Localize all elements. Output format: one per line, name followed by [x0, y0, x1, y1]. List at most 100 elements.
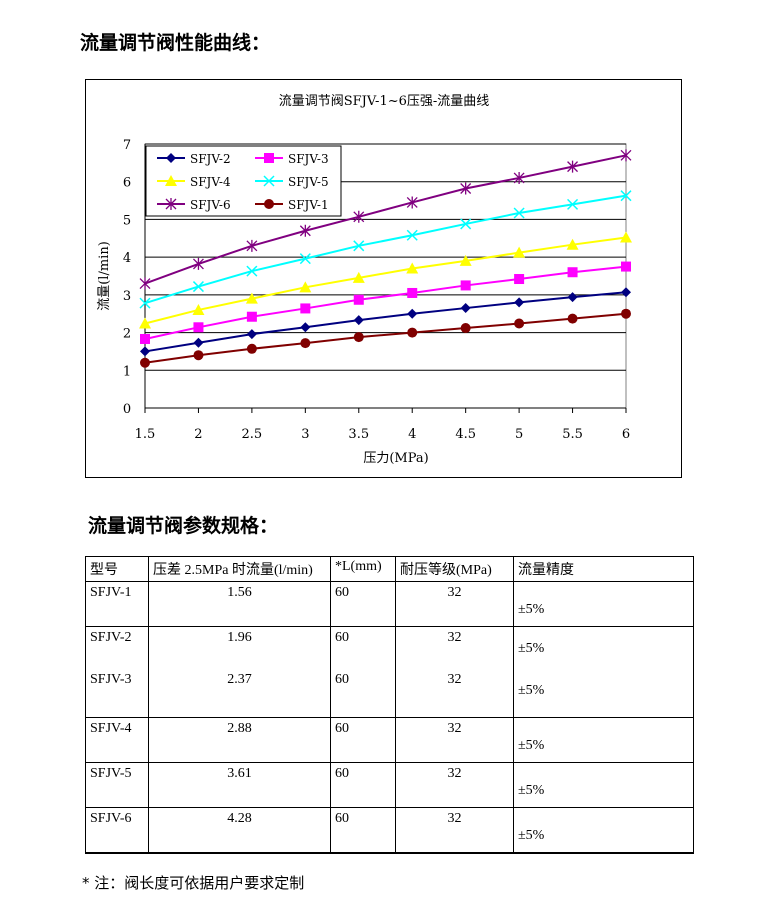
y-tick-label: 5: [123, 213, 131, 228]
series-line-SFJV-3: [144, 265, 627, 340]
spec-section: 型号 压差 2.5MPa 时流量(l/min) *L(mm) 耐压等级(MPa)…: [82, 556, 694, 893]
data-point: [406, 229, 418, 241]
legend-label: SFJV-6: [190, 198, 231, 212]
table-row: SFJV-5 3.61 60 32 ±5%: [85, 762, 694, 808]
cell-accuracy: ±5%: [518, 683, 545, 698]
data-point: [460, 218, 472, 230]
data-point: [192, 281, 204, 293]
data-point: [299, 224, 311, 237]
data-point: [513, 246, 526, 258]
data-point: [299, 253, 311, 265]
cell-model: SFJV-2: [90, 630, 132, 645]
cell-pressure: 32: [447, 672, 462, 687]
cell-pressure: 32: [395, 807, 514, 853]
data-point: [246, 343, 257, 354]
data-point: [263, 175, 275, 187]
cell-flow: 4.28: [148, 807, 331, 853]
data-point: [139, 277, 151, 290]
cell-flow: 2.37: [227, 672, 252, 687]
x-tick-label: 3.5: [348, 427, 369, 442]
legend-label: SFJV-5: [288, 175, 329, 189]
cell-length: 60: [330, 717, 396, 763]
data-point: [193, 322, 204, 333]
cell-pressure: 32: [395, 717, 514, 763]
data-point: [621, 308, 631, 319]
data-point: [246, 311, 257, 322]
table-row: SFJV-2 SFJV-3 1.96 2.37 60 60 32 32 ±5% ±5%: [85, 626, 694, 718]
cell-pressure: 32: [395, 762, 514, 808]
y-axis-label: 流量(l/min): [97, 241, 112, 311]
data-point: [140, 346, 150, 357]
flow-chart: 0 1 2 3 4 5 6 7 1.5 2 2.5 3 3.5 4 4.5 5 5.5 6 流量调节阀SFJV-1~…: [85, 79, 682, 478]
series-line-SFJV-1: [144, 312, 627, 364]
header-accuracy: 流量精度: [513, 556, 694, 582]
cell-accuracy: ±5%: [513, 581, 694, 627]
data-point: [460, 303, 471, 314]
table-header-row: 型号 压差 2.5MPa 时流量(l/min) *L(mm) 耐压等级(MPa)…: [85, 556, 694, 582]
data-point: [514, 297, 525, 308]
data-point: [299, 281, 312, 293]
legend-label: SFJV-3: [288, 152, 329, 166]
legend-label: SFJV-2: [190, 152, 231, 166]
section-title-spec: 流量调节阀参数规格：: [88, 515, 279, 537]
x-tick-label: 4.5: [455, 427, 476, 442]
x-tick-label: 3: [301, 427, 309, 442]
data-point: [460, 323, 471, 334]
series-line-SFJV-5: [144, 194, 627, 305]
data-point: [353, 240, 365, 252]
data-point: [300, 338, 311, 349]
x-tick-label: 5: [515, 427, 523, 442]
data-point: [514, 318, 525, 329]
data-point: [407, 287, 418, 298]
data-point: [165, 198, 177, 210]
y-tick-label: 3: [123, 289, 131, 304]
cell-pressure: 32: [447, 630, 462, 645]
cell-model: SFJV-3: [90, 672, 132, 687]
data-point: [192, 303, 205, 315]
cell-model: SFJV-4: [85, 717, 149, 763]
data-point: [140, 333, 150, 344]
chart-svg: 0 1 2 3 4 5 6 7 1.5 2 2.5 3 3.5 4 4.5 5 5.5 6 流量调节阀SFJV-1~…: [97, 94, 632, 466]
data-point: [407, 308, 418, 319]
cell-length: 60: [330, 762, 396, 808]
cell-length: 60: [335, 630, 349, 645]
cell-model: SFJV-1: [85, 581, 149, 627]
spec-table: 型号 压差 2.5MPa 时流量(l/min) *L(mm) 耐压等级(MPa)…: [85, 556, 694, 854]
data-point: [567, 292, 578, 303]
table-row: SFJV-1 1.56 60 32 ±5%: [85, 581, 694, 627]
data-point: [567, 198, 579, 210]
cell-flow: 3.61: [148, 762, 331, 808]
cell-pressure: 32: [395, 581, 514, 627]
x-tick-label: 2.5: [242, 427, 263, 442]
data-point: [246, 329, 257, 340]
y-tick-label: 0: [123, 402, 131, 417]
data-point: [406, 262, 419, 274]
data-point: [567, 160, 579, 173]
header-model: 型号: [85, 556, 149, 582]
x-tick-label: 6: [622, 427, 630, 442]
data-point: [513, 171, 525, 184]
cell-flow: 1.56: [148, 581, 331, 627]
data-point: [620, 190, 632, 202]
x-tick-label: 2: [194, 427, 202, 442]
table-row: SFJV-6 4.28 60 32 ±5%: [85, 807, 694, 853]
data-point: [139, 317, 151, 329]
data-point: [567, 267, 578, 278]
cell-accuracy: ±5%: [518, 641, 545, 656]
legend-label: SFJV-4: [190, 175, 231, 189]
cell-flow: 1.96: [227, 630, 252, 645]
data-point: [139, 297, 151, 309]
chart-title: 流量调节阀SFJV-1~6压强-流量曲线: [279, 94, 490, 109]
cell-model: SFJV-6: [85, 807, 149, 853]
y-tick-label: 2: [123, 327, 131, 342]
data-point: [353, 332, 364, 343]
series-line-SFJV-6: [144, 154, 627, 285]
data-point: [407, 327, 418, 338]
y-tick-label: 6: [123, 176, 131, 191]
header-length: *L(mm): [330, 556, 396, 582]
data-point: [246, 239, 258, 252]
data-point: [353, 294, 364, 305]
data-point: [406, 196, 418, 209]
x-tick-label: 1.5: [135, 427, 156, 442]
data-point: [264, 199, 274, 209]
